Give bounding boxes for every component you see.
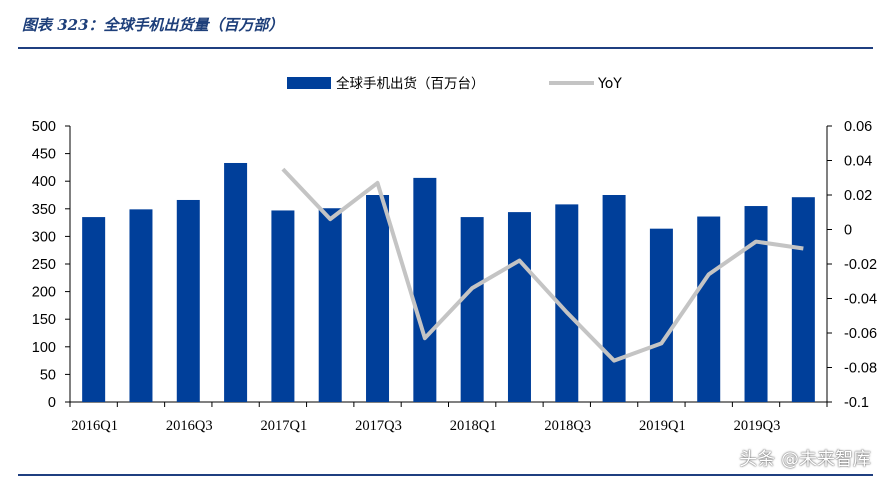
legend: 全球手机出货（百万台） YoY (287, 75, 622, 92)
bar (82, 217, 106, 402)
left-y-tick-label: 400 (32, 174, 56, 190)
right-y-tick-label: 0.04 (844, 154, 872, 170)
legend-line-label: YoY (597, 76, 622, 92)
bar (129, 209, 153, 402)
bar (697, 216, 721, 402)
yoy-line (281, 167, 804, 363)
right-y-tick-label: -0.04 (844, 292, 877, 308)
bar-series (82, 162, 815, 402)
right-y-tick-label: -0.06 (844, 326, 877, 342)
bottom-divider (18, 474, 873, 476)
right-y-tick-label: -0.02 (844, 257, 877, 273)
left-y-tick-label: 250 (32, 257, 56, 273)
left-y-tick-label: 0 (48, 395, 56, 411)
x-tick-label: 2016Q3 (166, 418, 213, 434)
left-y-tick-label: 100 (32, 340, 56, 356)
left-y-tick-label: 350 (32, 202, 56, 218)
bar (413, 177, 437, 402)
left-y-tick-label: 450 (32, 147, 56, 163)
yoy-line-series (281, 167, 804, 363)
bar (602, 195, 626, 402)
left-y-axis-ticks: 0 50 100 150 200 250 300 350 400 450 500 (32, 119, 70, 411)
x-tick-label: 2018Q1 (450, 418, 497, 434)
right-y-tick-label: -0.1 (844, 395, 869, 411)
bar (318, 208, 342, 402)
x-tick-label: 2017Q3 (355, 418, 402, 434)
right-y-tick-label: -0.08 (844, 361, 877, 377)
left-y-tick-label: 300 (32, 229, 56, 245)
legend-bar-swatch (287, 77, 331, 89)
x-tick-label: 2017Q1 (261, 418, 308, 434)
x-tick-label: 2016Q1 (71, 418, 118, 434)
bar (176, 199, 200, 402)
bar (555, 204, 579, 402)
x-axis-ticks: 2016Q1 2016Q3 2017Q1 2017Q3 2018Q1 2018Q3 2019… (69, 402, 828, 434)
legend-bar-label: 全球手机出货（百万台） (336, 75, 485, 92)
bar (649, 228, 673, 402)
left-y-tick-label: 150 (32, 312, 56, 328)
bar (507, 212, 531, 402)
watermark: 头条 @未来智库 (739, 449, 871, 470)
bar (744, 206, 768, 402)
x-tick-label: 2019Q3 (734, 418, 781, 434)
right-y-tick-label: 0.02 (844, 188, 872, 204)
left-y-tick-label: 500 (32, 119, 56, 135)
title-divider (18, 47, 873, 49)
right-y-tick-label: 0.06 (844, 119, 872, 135)
bar (224, 162, 248, 402)
right-y-axis-ticks: -0.1 -0.08 -0.06 -0.04 -0.02 0 0.02 0.04 0.06 (827, 119, 877, 411)
x-tick-label: 2018Q3 (544, 418, 591, 434)
bar (460, 217, 484, 402)
bar (271, 210, 295, 402)
left-y-tick-label: 200 (32, 285, 56, 301)
x-tick-label: 2019Q1 (639, 418, 686, 434)
left-y-tick-label: 50 (40, 367, 56, 383)
bar (791, 197, 815, 402)
bar (366, 195, 390, 402)
right-y-tick-label: 0 (844, 223, 852, 239)
page-title: 图表 323：全球手机出货量（百万部） (22, 16, 284, 34)
